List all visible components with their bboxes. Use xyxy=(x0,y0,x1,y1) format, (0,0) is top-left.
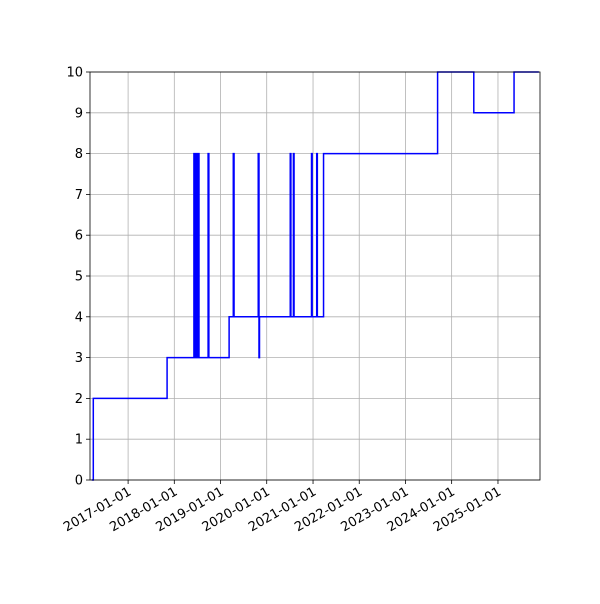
line xyxy=(91,71,539,481)
y-tick-label: 3 xyxy=(75,351,83,366)
y-tick-label: 0 xyxy=(75,474,83,489)
plot-frame xyxy=(89,71,541,481)
y-tick-label: 9 xyxy=(75,106,83,121)
y-tick-label: 4 xyxy=(75,310,83,325)
y-tick-label: 2 xyxy=(75,392,83,407)
y-tick-label: 10 xyxy=(66,66,83,81)
y-tick-label: 8 xyxy=(75,147,83,162)
y-tick-label: 5 xyxy=(75,270,83,285)
y-tick-label: 6 xyxy=(75,229,83,244)
y-tick-label: 1 xyxy=(75,433,83,448)
y-tick-label: 7 xyxy=(75,188,83,203)
